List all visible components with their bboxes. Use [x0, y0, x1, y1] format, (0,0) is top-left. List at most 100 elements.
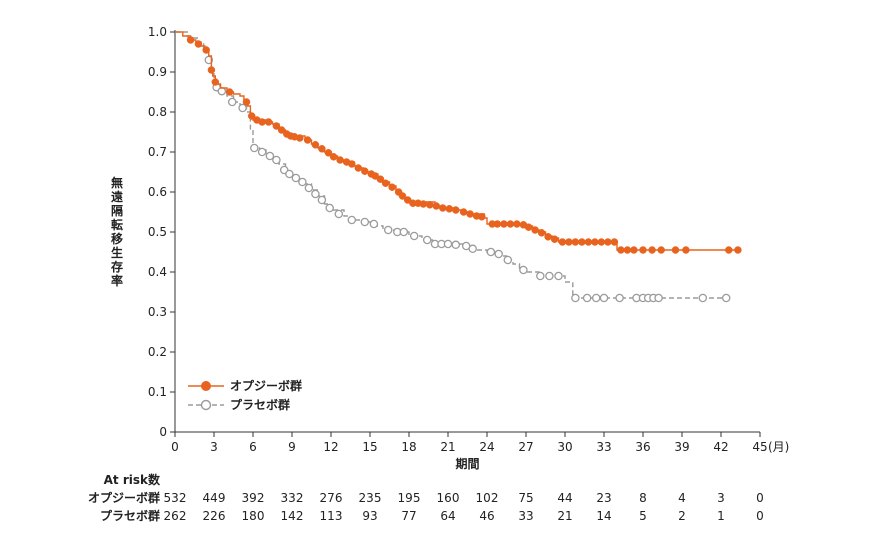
opdivo-censor-mark	[242, 98, 251, 106]
opdivo-censor-mark	[478, 213, 486, 221]
at-risk-value: 0	[756, 509, 764, 523]
opdivo-curve	[175, 31, 741, 251]
placebo-censor-mark	[519, 265, 528, 275]
opdivo-censor-mark	[381, 179, 390, 187]
placebo-censor-mark	[468, 244, 477, 254]
placebo-censor-mark	[265, 151, 275, 161]
x-tick-label: 15	[362, 440, 377, 454]
at-risk-value: 5	[639, 509, 647, 523]
at-risk-value: 102	[476, 491, 499, 505]
at-risk-value: 77	[401, 509, 416, 523]
at-risk-value: 332	[281, 491, 304, 505]
y-axis-ticks: 0 0.1 0.2 0.3 0.4 0.5 0.6 0.7 0.8 0.9 1.0	[148, 25, 175, 439]
opdivo-censor-mark	[361, 167, 369, 175]
at-risk-value: 195	[398, 491, 421, 505]
placebo-censor-mark	[311, 189, 320, 199]
opdivo-censor-mark	[671, 246, 680, 254]
opdivo-censor-mark	[544, 233, 552, 241]
opdivo-censor-mark	[376, 175, 385, 183]
opdivo-censor-mark	[207, 66, 216, 74]
at-risk-row-label: オプジーボ群	[88, 490, 160, 505]
x-tick-label: 21	[440, 440, 455, 454]
opdivo-censor-mark	[354, 164, 363, 172]
placebo-censor-mark	[317, 195, 327, 205]
at-risk-value: 235	[359, 491, 382, 505]
y-tick-label: 0.2	[148, 345, 167, 359]
opdivo-censor-mark	[318, 145, 326, 153]
opdivo-censor-mark	[336, 156, 344, 164]
y-tick-label: 0.1	[148, 385, 167, 399]
placebo-censor-mark	[334, 209, 344, 219]
placebo-censor-mark	[360, 217, 370, 227]
placebo-censor-mark	[304, 183, 314, 193]
series-opdivo	[175, 31, 742, 254]
opdivo-censor-mark	[500, 220, 508, 228]
opdivo-censor-mark	[272, 122, 281, 130]
legend-label-placebo: プラセボ群	[230, 397, 290, 412]
opdivo-censor-mark	[264, 118, 273, 126]
placebo-censor-mark	[599, 293, 609, 303]
opdivo-censor-mark	[388, 183, 396, 191]
legend-marker-placebo	[200, 399, 212, 411]
opdivo-censor-mark	[648, 246, 656, 254]
at-risk-value: 3	[717, 491, 725, 505]
at-risk-value: 113	[320, 509, 343, 523]
placebo-censor-mark	[582, 293, 592, 303]
opdivo-censor-mark	[578, 238, 586, 246]
at-risk-value: 392	[242, 491, 265, 505]
at-risk-title: At risk数	[104, 472, 161, 487]
at-risk-value: 64	[440, 509, 455, 523]
at-risk-row-label: プラセボ群	[100, 508, 160, 523]
placebo-censor-mark	[227, 97, 237, 107]
placebo-censor-mark	[503, 255, 513, 265]
opdivo-censor-mark	[311, 141, 320, 149]
opdivo-censor-mark	[419, 200, 428, 208]
opdivo-censor-mark	[506, 220, 515, 228]
opdivo-censor-mark	[550, 235, 559, 243]
opdivo-censor-mark	[194, 40, 203, 48]
x-tick-label: 30	[557, 440, 572, 454]
x-axis-title: 期間	[455, 456, 479, 471]
opdivo-censor-mark	[202, 46, 210, 54]
placebo-censor-mark	[654, 293, 663, 303]
at-risk-value: 75	[518, 491, 533, 505]
at-risk-value: 276	[320, 491, 343, 505]
opdivo-censor-mark	[225, 88, 234, 96]
opdivo-censor-mark	[324, 149, 333, 157]
placebo-censor-mark	[615, 293, 624, 303]
opdivo-censor-mark	[558, 238, 567, 246]
opdivo-censor-mark	[348, 160, 356, 168]
y-tick-label: 0.5	[148, 225, 167, 239]
opdivo-censor-mark	[303, 136, 312, 144]
opdivo-censor-mark	[657, 246, 665, 254]
at-risk-value: 262	[164, 509, 187, 523]
opdivo-censor-mark	[591, 238, 599, 246]
at-risk-value: 2	[678, 509, 686, 523]
opdivo-censor-mark	[247, 112, 256, 120]
at-risk-value: 160	[437, 491, 460, 505]
placebo-censor-mark	[298, 177, 307, 187]
at-risk-value: 0	[756, 491, 764, 505]
placebo-censor-mark	[399, 227, 409, 237]
x-tick-label: 9	[288, 440, 296, 454]
series-placebo	[175, 31, 731, 303]
opdivo-censor-mark	[565, 238, 573, 246]
placebo-censor-mark	[257, 147, 267, 157]
at-risk-value: 33	[518, 509, 533, 523]
placebo-censor-mark	[721, 293, 731, 303]
placebo-censor-mark	[698, 293, 708, 303]
opdivo-censor-mark	[439, 204, 447, 212]
legend-marker-opdivo	[201, 381, 211, 391]
placebo-censor-mark	[422, 235, 432, 245]
opdivo-censor-mark	[682, 246, 690, 254]
placebo-censor-mark	[272, 155, 281, 165]
placebo-censor-mark	[591, 293, 601, 303]
opdivo-censor-mark	[623, 246, 632, 254]
opdivo-censor-mark	[211, 78, 220, 86]
at-risk-value: 44	[557, 491, 572, 505]
legend-label-opdivo: オプジーボ群	[230, 378, 302, 393]
opdivo-censor-mark	[630, 246, 638, 254]
opdivo-censor-mark	[445, 205, 454, 213]
